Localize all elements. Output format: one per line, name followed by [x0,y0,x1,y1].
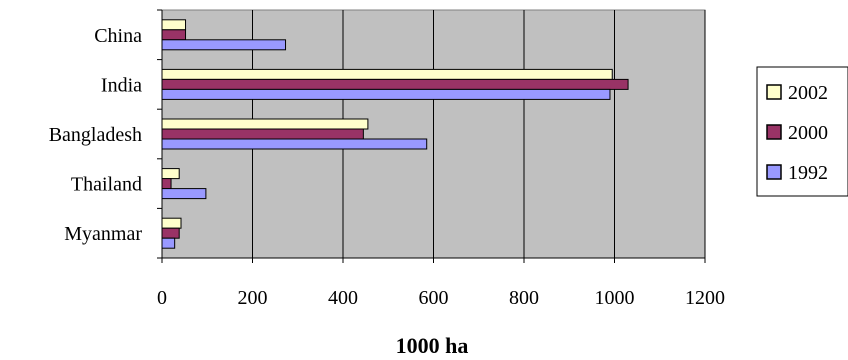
bar-china-2002 [161,19,187,31]
legend-swatch [766,84,782,100]
bar-bangladesh-1992 [161,138,428,150]
category-label: China [94,25,142,47]
x-tick-label: 800 [509,287,539,309]
legend-label: 1992 [788,162,828,184]
bar-thailand-2002 [161,168,180,180]
legend-swatch [766,164,782,180]
bar-bangladesh-2000 [161,128,364,140]
bar-india-1992 [161,88,611,100]
gridlines [252,10,706,258]
category-labels: China India Bangladesh Thailand Myanmar [49,25,143,245]
x-axis-label: 1000 ha [396,333,469,358]
bar-india-2002 [161,68,613,80]
x-tick-label: 400 [328,287,358,309]
axes [157,9,706,263]
bar-thailand-1992 [161,188,207,200]
bar-thailand-2000 [161,178,172,190]
x-tick-label: 0 [157,287,167,309]
category-label: Thailand [71,174,142,196]
x-tick-label: 1200 [685,287,725,309]
bar-china-2000 [161,29,187,41]
x-tick-label: 1000 [595,287,635,309]
bar-india-2000 [161,78,629,90]
bar-china-1992 [161,39,287,51]
bar-myanmar-2000 [161,227,180,239]
bar-bangladesh-2002 [161,118,369,130]
legend: 2002 2000 1992 [756,66,848,197]
bar-myanmar-1992 [161,237,176,249]
x-tick-labels: 0 200 400 600 800 1000 1200 [157,287,725,309]
x-tick-label: 200 [238,287,268,309]
legend-swatch [766,124,782,140]
legend-label: 2002 [788,82,828,104]
x-tick-label: 600 [419,287,449,309]
bar-myanmar-2002 [161,217,182,229]
category-label: Bangladesh [49,124,142,146]
category-label: India [101,74,142,96]
category-label: Myanmar [64,223,142,245]
legend-label: 2000 [788,122,828,144]
